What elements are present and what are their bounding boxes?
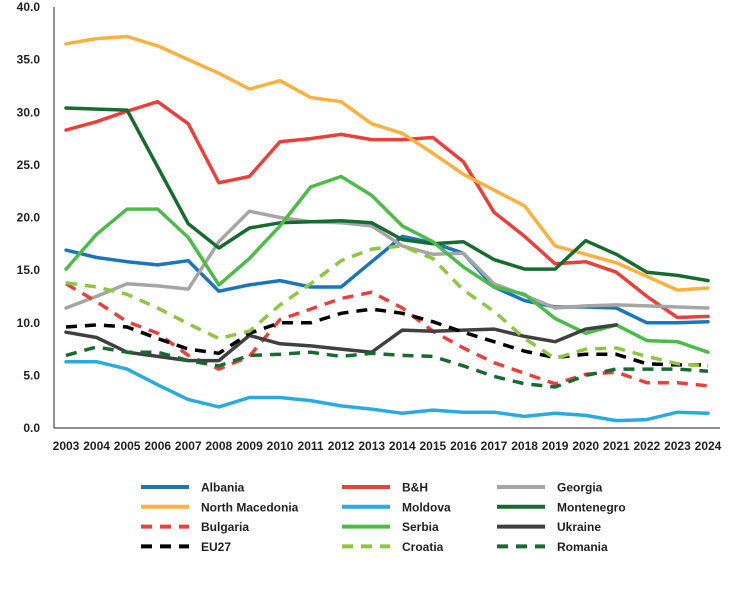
legend-item-eu27: EU27 — [141, 540, 231, 554]
x-tick-label: 2014 — [389, 439, 416, 453]
x-tick-label: 2019 — [542, 439, 569, 453]
x-tick-label: 2009 — [236, 439, 263, 453]
legend-item-montenegro: Montenegro — [497, 500, 626, 514]
x-tick-label: 2004 — [83, 439, 110, 453]
legend-label: Moldova — [402, 500, 451, 514]
legend-item-bandh: B&H — [342, 481, 428, 495]
y-tick-label: 20.0 — [17, 211, 41, 225]
legend-label: Montenegro — [557, 500, 626, 514]
x-tick-label: 2012 — [328, 439, 355, 453]
series-line-moldova — [64, 359, 710, 423]
x-tick-label: 2006 — [144, 439, 171, 453]
plot-lines — [64, 34, 710, 423]
legend-item-albania: Albania — [141, 481, 245, 495]
x-tick-label: 2013 — [358, 439, 385, 453]
x-tick-label: 2022 — [634, 439, 661, 453]
legend-item-north-macedonia: North Macedonia — [141, 500, 299, 514]
x-tick-labels: 2003 2004 2005 2006 2007 2008 2009 2010 2011 2012… — [53, 439, 722, 453]
legend-item-georgia: Georgia — [497, 481, 603, 495]
y-tick-label: 40.0 — [17, 0, 41, 14]
x-tick-label: 2018 — [511, 439, 538, 453]
legend-item-croatia: Croatia — [342, 540, 444, 554]
series-line-croatia — [65, 244, 709, 368]
legend-label: Romania — [557, 540, 608, 554]
y-tick-label: 10.0 — [17, 316, 41, 330]
y-tick-label: 30.0 — [17, 105, 41, 119]
series-line-serbia — [64, 174, 710, 354]
series-line-ukraine — [64, 323, 619, 363]
x-tick-label: 2003 — [53, 439, 80, 453]
x-tick-label: 2024 — [695, 439, 722, 453]
legend-label: Croatia — [402, 540, 444, 554]
x-tick-label: 2016 — [450, 439, 477, 453]
y-tick-labels: 0.0 5.0 10.0 15.0 20.0 25.0 30.0 35.0 40.0 — [17, 0, 41, 435]
y-tick-label: 25.0 — [17, 158, 41, 172]
series-line-bandh — [64, 99, 710, 320]
x-tick-label: 2020 — [572, 439, 599, 453]
legend: Albania B&H Georgia North Macedonia Moldova M… — [141, 481, 626, 554]
y-tick-label: 35.0 — [17, 53, 41, 67]
y-tick-label: 5.0 — [23, 368, 40, 382]
x-tick-label: 2010 — [267, 439, 294, 453]
series-line-albania — [64, 234, 710, 325]
series-line-eu27 — [65, 307, 708, 367]
x-tick-label: 2017 — [481, 439, 508, 453]
legend-label: EU27 — [201, 540, 231, 554]
legend-label: Serbia — [402, 520, 439, 534]
x-tick-label: 2021 — [603, 439, 630, 453]
y-tick-label: 0.0 — [23, 421, 40, 435]
legend-label: Albania — [201, 481, 245, 495]
series-line-north-macedonia — [64, 34, 710, 292]
series-line-georgia — [64, 209, 710, 310]
series-line-montenegro — [64, 106, 710, 283]
x-tick-label: 2007 — [175, 439, 202, 453]
y-tick-label: 15.0 — [17, 263, 41, 277]
legend-item-bulgaria: Bulgaria — [141, 520, 249, 534]
legend-label: North Macedonia — [201, 500, 299, 514]
series-line-bulgaria — [65, 282, 709, 388]
axes — [53, 7, 720, 429]
x-tick-label: 2008 — [206, 439, 233, 453]
legend-label: Georgia — [557, 481, 603, 495]
legend-item-romania: Romania — [497, 540, 608, 554]
legend-label: B&H — [402, 481, 428, 495]
legend-item-ukraine: Ukraine — [497, 520, 601, 534]
legend-label: Ukraine — [557, 520, 601, 534]
x-tick-label: 2023 — [664, 439, 691, 453]
x-tick-label: 2011 — [298, 439, 324, 453]
legend-item-serbia: Serbia — [342, 520, 439, 534]
x-tick-label: 2005 — [114, 439, 141, 453]
legend-label: Bulgaria — [201, 520, 249, 534]
x-tick-label: 2015 — [420, 439, 447, 453]
legend-item-moldova: Moldova — [342, 500, 451, 514]
series-line-romania — [65, 345, 709, 389]
